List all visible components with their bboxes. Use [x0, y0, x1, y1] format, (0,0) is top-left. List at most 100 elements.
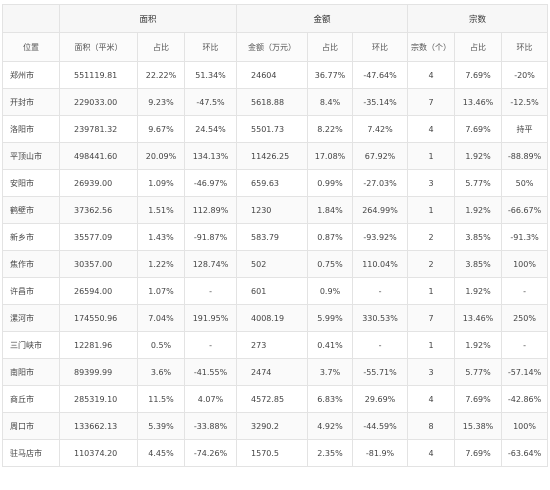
area-mom-cell: -46.97% — [183, 169, 238, 197]
group-header-blank — [2, 4, 60, 33]
amount-mom-cell: 264.99% — [352, 196, 409, 224]
col-header-count: 宗数（个） — [407, 32, 456, 62]
area-share-cell: 1.07% — [137, 277, 185, 305]
area-cell: 174550.96 — [59, 304, 138, 332]
city-cell: 安阳市 — [2, 169, 60, 197]
count-cell: 3 — [407, 169, 456, 197]
count-share-cell: 15.38% — [454, 412, 503, 440]
area-cell: 498441.60 — [59, 142, 138, 170]
area-share-cell: 7.04% — [137, 304, 185, 332]
count-share-cell: 13.46% — [454, 304, 503, 332]
amount-share-cell: 2.35% — [307, 439, 354, 467]
amount-mom-cell: 110.04% — [352, 250, 409, 278]
col-header-amount-mom: 环比 — [352, 32, 409, 62]
amount-share-cell: 8.4% — [307, 88, 354, 116]
table-row: 安阳市 26939.00 1.09% -46.97% 659.63 0.99% -27.03… — [2, 169, 549, 197]
count-share-cell: 1.92% — [454, 142, 503, 170]
amount-cell: 502 — [236, 250, 309, 278]
area-cell: 30357.00 — [59, 250, 138, 278]
table-row: 周口市 133662.13 5.39% -33.88% 3290.2 4.92% -44.5… — [2, 412, 549, 440]
amount-share-cell: 3.7% — [307, 358, 354, 386]
area-mom-cell: 191.95% — [183, 304, 238, 332]
area-share-cell: 4.45% — [137, 439, 185, 467]
table-row: 商丘市 285319.10 11.5% 4.07% 4572.85 6.83% 29.69%… — [2, 385, 549, 413]
amount-mom-cell: 7.42% — [352, 115, 409, 143]
area-share-cell: 11.5% — [137, 385, 185, 413]
amount-mom-cell: -93.92% — [352, 223, 409, 251]
count-cell: 1 — [407, 196, 456, 224]
city-cell: 周口市 — [2, 412, 60, 440]
area-share-cell: 1.51% — [137, 196, 185, 224]
group-header-amount: 金额 — [236, 4, 409, 33]
area-cell: 89399.99 — [59, 358, 138, 386]
count-mom-cell: 250% — [501, 304, 549, 332]
amount-cell: 1230 — [236, 196, 309, 224]
count-share-cell: 5.77% — [454, 169, 503, 197]
count-cell: 1 — [407, 331, 456, 359]
count-share-cell: 7.69% — [454, 385, 503, 413]
count-mom-cell: 100% — [501, 412, 549, 440]
area-cell: 551119.81 — [59, 61, 138, 89]
city-cell: 新乡市 — [2, 223, 60, 251]
table-row: 漯河市 174550.96 7.04% 191.95% 4008.19 5.99% 330.… — [2, 304, 549, 332]
count-cell: 7 — [407, 304, 456, 332]
count-mom-cell: -63.64% — [501, 439, 549, 467]
count-mom-cell: -91.3% — [501, 223, 549, 251]
amount-cell: 24604 — [236, 61, 309, 89]
table-body: 郑州市 551119.81 22.22% 51.34% 24604 36.77% -47.6… — [2, 61, 549, 467]
count-mom-cell: -42.86% — [501, 385, 549, 413]
amount-share-cell: 0.87% — [307, 223, 354, 251]
count-share-cell: 3.85% — [454, 250, 503, 278]
area-share-cell: 1.43% — [137, 223, 185, 251]
amount-cell: 2474 — [236, 358, 309, 386]
count-mom-cell: -12.5% — [501, 88, 549, 116]
area-share-cell: 5.39% — [137, 412, 185, 440]
table-row: 新乡市 35577.09 1.43% -91.87% 583.79 0.87% -93.92… — [2, 223, 549, 251]
area-share-cell: 22.22% — [137, 61, 185, 89]
count-cell: 8 — [407, 412, 456, 440]
table-row: 焦作市 30357.00 1.22% 128.74% 502 0.75% 110.04% 2 3… — [2, 250, 549, 278]
amount-mom-cell: -27.03% — [352, 169, 409, 197]
table-row: 驻马店市 110374.20 4.45% -74.26% 1570.5 2.35% -81.… — [2, 439, 549, 467]
area-mom-cell: 112.89% — [183, 196, 238, 224]
count-mom-cell: -88.89% — [501, 142, 549, 170]
count-share-cell: 7.69% — [454, 61, 503, 89]
col-header-count-share: 占比 — [454, 32, 503, 62]
land-stats-table-wrapper: 面积 金额 宗数 位置 面积（平米） 占比 环比 金额（万元） 占比 环比 宗数… — [2, 4, 549, 467]
col-header-area: 面积（平米） — [59, 32, 138, 62]
column-header-row: 位置 面积（平米） 占比 环比 金额（万元） 占比 环比 宗数（个） 占比 环比 — [2, 32, 549, 62]
city-cell: 开封市 — [2, 88, 60, 116]
col-header-amount: 金额（万元） — [236, 32, 309, 62]
area-mom-cell: -91.87% — [183, 223, 238, 251]
table-row: 洛阳市 239781.32 9.67% 24.54% 5501.73 8.22% 7.42%… — [2, 115, 549, 143]
area-mom-cell: - — [183, 277, 238, 305]
amount-cell: 5618.88 — [236, 88, 309, 116]
area-cell: 12281.96 — [59, 331, 138, 359]
area-cell: 26594.00 — [59, 277, 138, 305]
count-mom-cell: 50% — [501, 169, 549, 197]
amount-mom-cell: -44.59% — [352, 412, 409, 440]
amount-cell: 5501.73 — [236, 115, 309, 143]
amount-share-cell: 0.99% — [307, 169, 354, 197]
area-share-cell: 3.6% — [137, 358, 185, 386]
count-mom-cell: 100% — [501, 250, 549, 278]
col-header-area-share: 占比 — [137, 32, 185, 62]
amount-share-cell: 6.83% — [307, 385, 354, 413]
count-share-cell: 1.92% — [454, 196, 503, 224]
group-header-row: 面积 金额 宗数 — [2, 4, 549, 33]
table-row: 许昌市 26594.00 1.07% -601 0.9% -1 1.92% - — [2, 277, 549, 305]
amount-cell: 1570.5 — [236, 439, 309, 467]
area-share-cell: 1.22% — [137, 250, 185, 278]
count-cell: 2 — [407, 250, 456, 278]
area-cell: 26939.00 — [59, 169, 138, 197]
city-cell: 焦作市 — [2, 250, 60, 278]
city-cell: 许昌市 — [2, 277, 60, 305]
city-cell: 洛阳市 — [2, 115, 60, 143]
amount-cell: 273 — [236, 331, 309, 359]
city-cell: 驻马店市 — [2, 439, 60, 467]
city-cell: 平顶山市 — [2, 142, 60, 170]
count-share-cell: 5.77% — [454, 358, 503, 386]
amount-mom-cell: - — [352, 277, 409, 305]
count-mom-cell: - — [501, 331, 549, 359]
table-row: 鹤壁市 37362.56 1.51% 112.89% 1230 1.84% 264.99% 1… — [2, 196, 549, 224]
